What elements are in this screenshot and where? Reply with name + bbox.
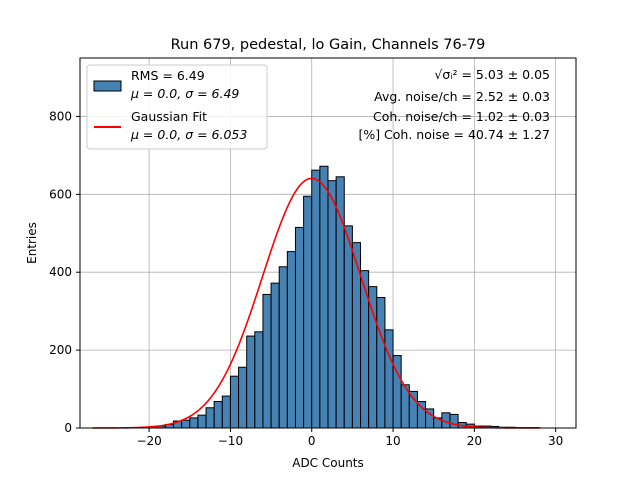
annotation-coh-percent: [%] Coh. noise = 40.74 ± 1.27 xyxy=(358,127,550,142)
histogram-bar xyxy=(229,375,240,429)
histogram-bar xyxy=(221,395,231,429)
histogram-bar xyxy=(343,225,353,429)
legend-fit-params: μ = 0.0, σ = 6.053 xyxy=(130,127,247,142)
histogram-bar xyxy=(197,414,207,429)
gaussian-fit-curve xyxy=(92,177,540,429)
histogram-bar xyxy=(376,297,386,429)
histogram-bar xyxy=(246,335,256,429)
histogram-bar xyxy=(384,329,394,429)
annotation-coh-noise: Coh. noise/ch = 1.02 ± 0.03 xyxy=(373,109,550,124)
y-tick-label: 800 xyxy=(49,109,72,123)
histogram-bar xyxy=(189,417,199,429)
histogram-bars xyxy=(140,165,540,429)
y-axis-ticks: 0 200 400 600 800 xyxy=(49,109,80,435)
y-tick-label: 200 xyxy=(49,343,72,357)
x-tick-label: 10 xyxy=(385,434,400,448)
histogram-bar xyxy=(262,293,272,429)
x-axis-label: ADC Counts xyxy=(292,456,364,470)
histogram-bar xyxy=(254,331,264,429)
legend-hist-params: μ = 0.0, σ = 6.49 xyxy=(130,86,239,101)
x-tick-label: −10 xyxy=(218,434,243,448)
plot-frame xyxy=(79,57,577,429)
histogram-bar xyxy=(213,401,223,429)
legend-box xyxy=(86,64,268,150)
histogram-bar xyxy=(335,176,345,429)
histogram-bar xyxy=(311,169,321,429)
histogram-bar xyxy=(294,226,305,429)
y-axis-label: Entries xyxy=(25,222,39,264)
x-tick-label: −20 xyxy=(136,434,161,448)
histogram-bar xyxy=(319,165,329,429)
histogram-bar xyxy=(270,282,280,429)
annotation-sigma: √σᵢ² = 5.03 ± 0.05 xyxy=(434,67,550,82)
y-tick-label: 0 xyxy=(64,421,72,435)
histogram-bar xyxy=(181,419,191,429)
y-tick-label: 400 xyxy=(49,265,72,279)
histogram-bar xyxy=(278,266,288,429)
legend-patch-swatch xyxy=(93,80,122,92)
y-tick-label: 600 xyxy=(49,187,72,201)
legend: RMS = 6.49 μ = 0.0, σ = 6.49 Gaussian Fi… xyxy=(86,64,268,150)
chart-title: Run 679, pedestal, lo Gain, Channels 76-… xyxy=(171,37,486,53)
x-tick-label: 30 xyxy=(548,434,563,448)
histogram-bar xyxy=(286,251,296,429)
histogram-bar xyxy=(327,180,337,429)
x-axis-ticks: −20 −10 0 10 20 30 xyxy=(136,428,563,448)
histogram-bar xyxy=(408,390,418,429)
x-tick-label: 20 xyxy=(467,434,482,448)
histogram-bar xyxy=(368,286,378,429)
legend-rms-label: RMS = 6.49 xyxy=(131,68,205,83)
annotation-avg-noise: Avg. noise/ch = 2.52 ± 0.03 xyxy=(374,89,550,104)
histogram-bar xyxy=(449,413,459,429)
x-tick-label: 0 xyxy=(308,434,316,448)
noise-annotations: √σᵢ² = 5.03 ± 0.05 Avg. noise/ch = 2.52 … xyxy=(358,67,550,142)
histogram-bar xyxy=(238,366,248,429)
histogram-bar xyxy=(303,195,313,429)
histogram-bar xyxy=(205,407,215,429)
legend-fit-label: Gaussian Fit xyxy=(131,109,207,124)
